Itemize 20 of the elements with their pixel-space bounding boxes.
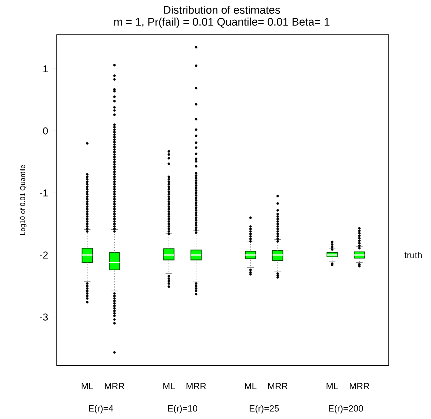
y-tick-label: 1 [44,66,48,73]
x-tick-label: MRR [268,383,288,390]
chart-subtitle: m = 1, Pr(fail) = 0.01 Quantile= 0.01 Beta= 1 [114,18,330,28]
chart-title: Distribution of estimates [164,6,280,14]
y-tick-label: -2 [40,252,48,259]
ref-line-label: truth [404,252,422,259]
y-tick-label: -1 [40,190,48,197]
x-tick-label: ML [245,383,257,390]
text: E(r)=25 [250,405,280,414]
x-tick-label: ML [164,383,176,390]
x-tick-label: MRR [105,383,125,390]
text: E(r)=200 [329,405,364,414]
x-tick-label: ML [326,383,338,390]
y-tick-label: 0 [43,128,48,135]
text: E(r)=4 [89,405,114,414]
x-tick-label: MRR [350,383,370,390]
y-tick-label: -3 [40,314,48,321]
text: E(r)=10 [168,405,198,414]
x-tick-label: MRR [186,383,206,390]
x-tick-label: ML [82,383,94,390]
